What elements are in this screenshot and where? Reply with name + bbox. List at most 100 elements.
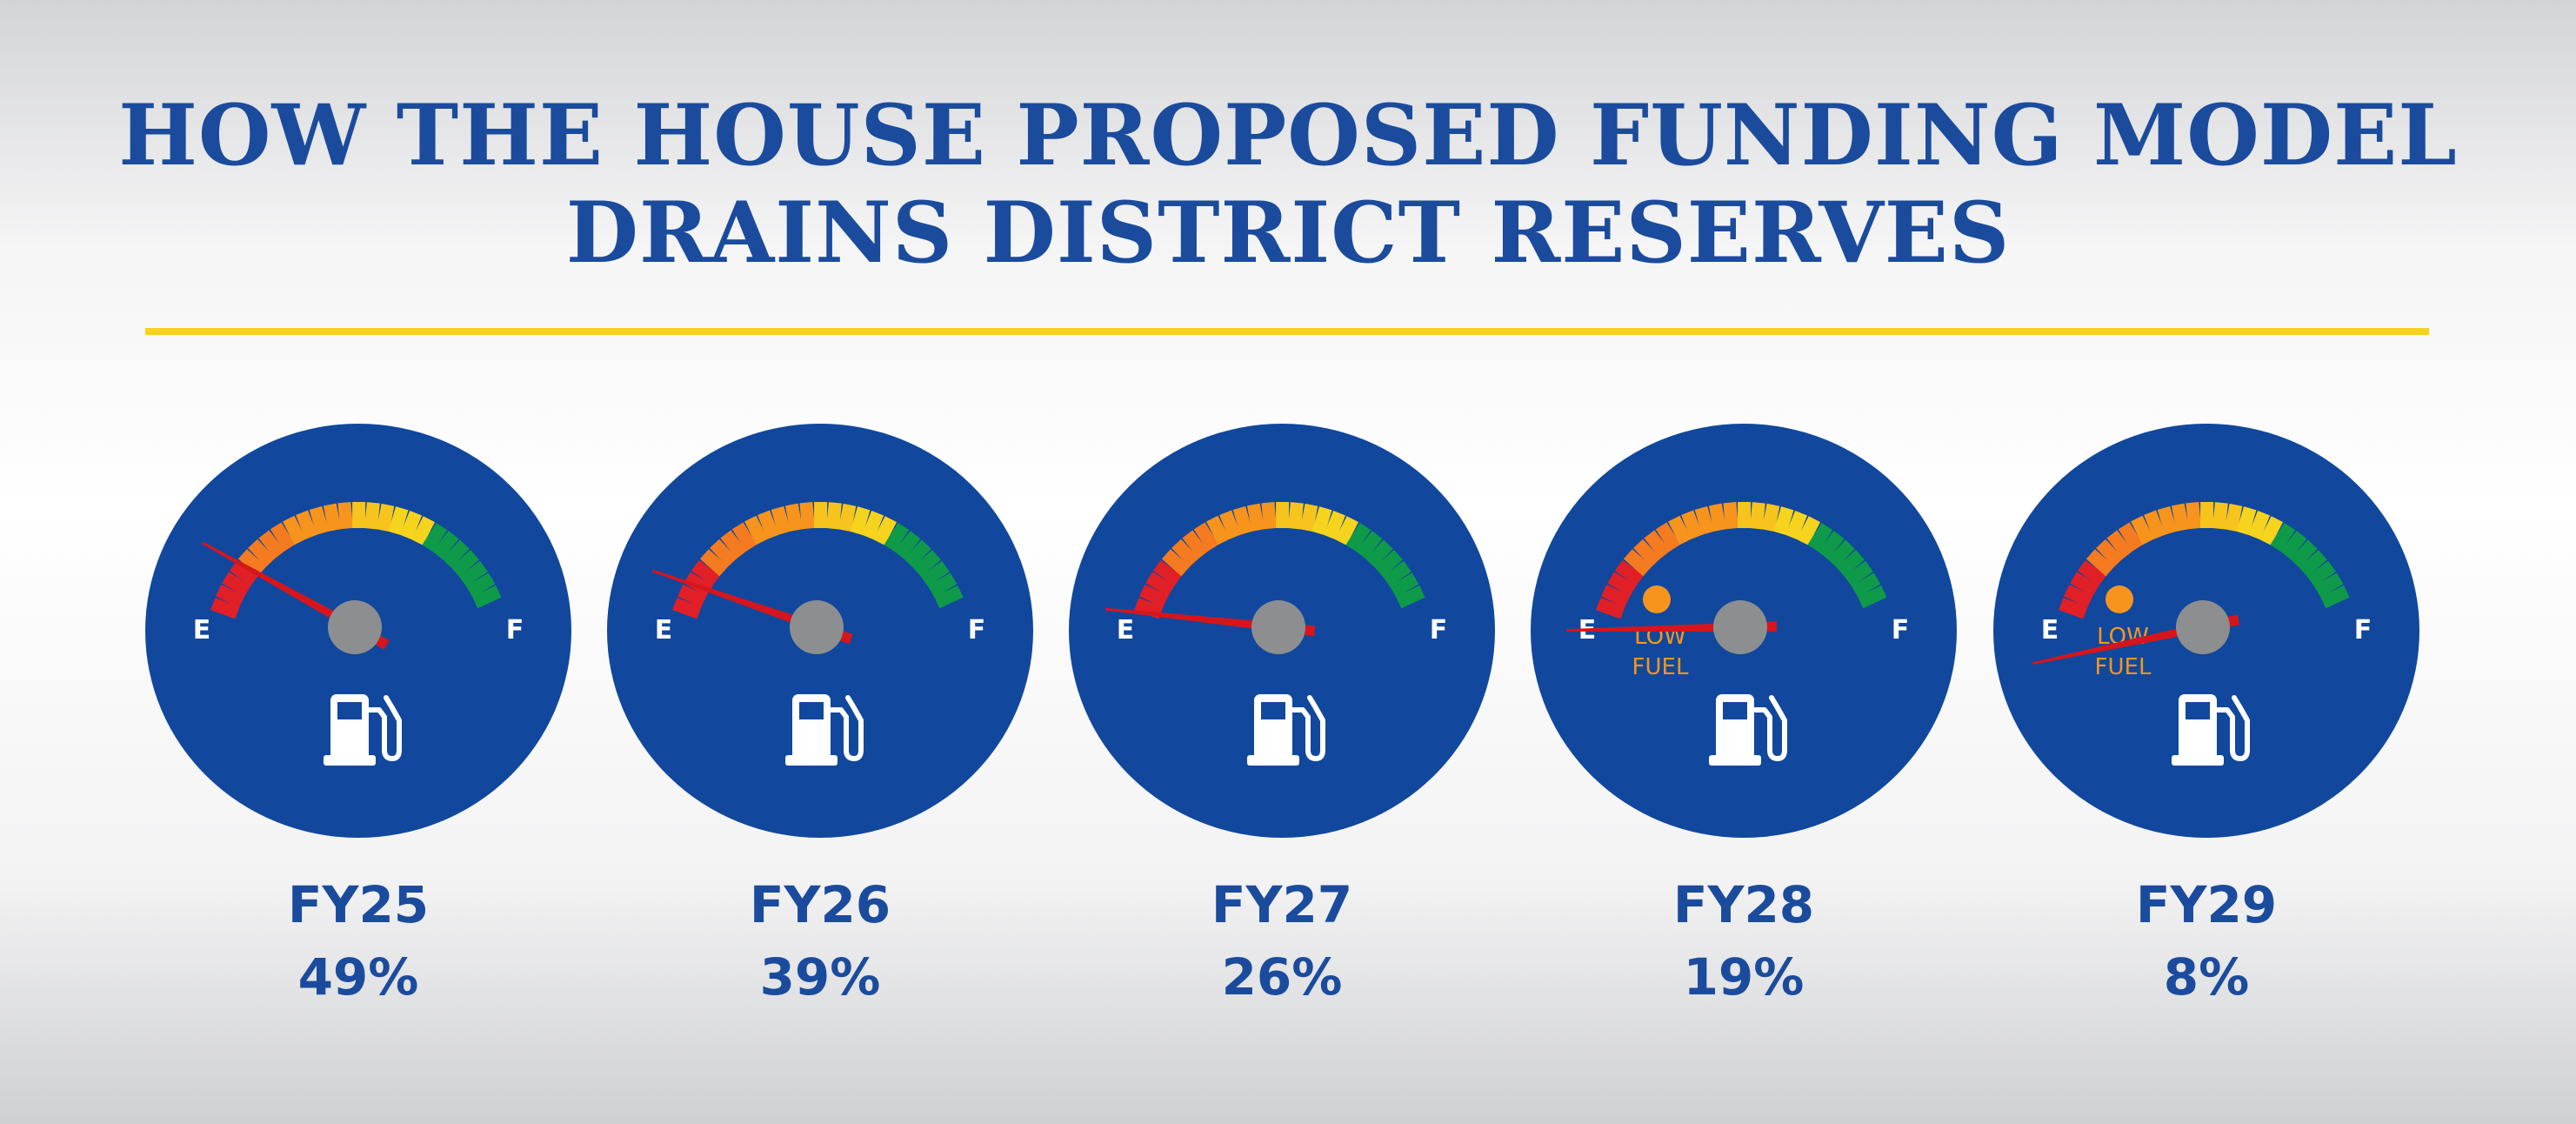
needle-hub <box>328 600 382 654</box>
needle-hub <box>1713 600 1767 654</box>
scale-tick <box>210 598 240 619</box>
scale-tick <box>2144 510 2166 539</box>
scale-tick <box>850 506 871 536</box>
scale-tick <box>927 572 958 598</box>
scale-tick <box>1389 572 1419 598</box>
title-line-2: DRAINS DISTRICT RESERVES <box>565 184 2011 282</box>
scale-tick <box>422 523 448 552</box>
fuel-pump-icon <box>785 694 864 766</box>
scale-tick <box>825 502 842 530</box>
scale-tick <box>2106 530 2133 559</box>
scale-tick <box>1161 549 1191 577</box>
needle-hub <box>2176 600 2230 654</box>
scale-tick <box>672 598 702 619</box>
scale-tick <box>2157 505 2178 535</box>
scale-tick <box>1836 550 1865 578</box>
gauge-category-label: FY28 <box>1672 875 1815 934</box>
scale-tick <box>2131 515 2154 545</box>
scale-tick <box>1345 523 1371 552</box>
scale-tick <box>2313 572 2344 598</box>
scale-tick <box>1365 539 1393 568</box>
scale-tick <box>1668 515 1692 545</box>
scale-tick <box>912 550 941 578</box>
scale-tick <box>1261 502 1278 530</box>
scale-tick <box>1723 502 1739 530</box>
scale-tick <box>1827 539 1855 568</box>
scale-tick <box>1193 522 1219 552</box>
scale-tick <box>744 515 768 545</box>
scale-tick <box>1299 503 1318 532</box>
scale-tick <box>2270 523 2296 552</box>
scale-tick <box>1219 510 1241 539</box>
scale-tick <box>2171 503 2190 532</box>
scale-tick <box>838 503 857 532</box>
scale-tick <box>465 572 496 598</box>
scale-tick <box>376 503 395 532</box>
scale-tick <box>1145 572 1175 597</box>
scale-tick <box>1395 585 1425 609</box>
scale-tick <box>296 510 317 539</box>
scale-tick <box>1785 510 1808 540</box>
title-divider <box>145 328 2429 335</box>
scale-tick <box>2118 522 2144 552</box>
scale-tick <box>731 522 757 552</box>
scale-tick <box>2319 585 2350 609</box>
scale-tick <box>1681 510 1703 539</box>
scale-tick <box>2299 550 2327 578</box>
scale-tick <box>1134 598 1164 619</box>
scale-tick <box>1600 584 1631 608</box>
scale-tick <box>699 549 729 577</box>
scale-tick <box>1356 531 1383 559</box>
scale-tick <box>450 550 479 578</box>
scale-tick <box>799 502 816 530</box>
scale-tick <box>1311 506 1332 536</box>
scale-tick <box>323 503 342 532</box>
scale-tick <box>1655 522 1681 552</box>
full-label: F <box>968 615 986 646</box>
scale-tick <box>471 585 502 609</box>
scale-tick <box>1232 505 1253 535</box>
scale-tick <box>364 502 380 530</box>
empty-label: E <box>655 615 673 646</box>
scale-tick <box>1334 516 1359 545</box>
scale-tick <box>215 584 245 608</box>
scale-tick <box>399 510 423 540</box>
scale-tick <box>2063 584 2093 608</box>
scale-tick <box>2224 503 2243 532</box>
scale-tick <box>1287 502 1304 530</box>
scale-tick <box>1374 550 1403 578</box>
scale-tick <box>1761 503 1780 532</box>
scale-tick <box>757 510 779 539</box>
gauge-value-label: 26% <box>1221 947 1343 1007</box>
scale-tick <box>1796 516 1821 545</box>
scale-tick <box>410 516 436 545</box>
low-fuel-label: FUEL <box>2095 654 2152 680</box>
low-fuel-light-icon <box>2106 585 2133 613</box>
scale-tick <box>933 585 964 609</box>
scale-tick <box>861 510 884 540</box>
scale-tick <box>872 516 898 545</box>
scale-tick <box>904 539 931 568</box>
scale-tick <box>270 522 296 552</box>
scale-tick <box>1596 598 1625 619</box>
scale-tick <box>2290 539 2318 568</box>
scale-tick <box>2236 506 2257 536</box>
scale-tick <box>2280 531 2307 559</box>
scale-tick <box>1633 539 1661 567</box>
scale-tick <box>283 515 306 545</box>
scale-tick <box>1182 530 1209 559</box>
scale-tick <box>1246 503 1265 532</box>
scale-tick <box>309 505 330 535</box>
scale-tick <box>1851 572 1881 598</box>
scale-tick <box>2085 549 2115 577</box>
scale-tick <box>771 505 791 535</box>
scale-tick <box>884 523 910 552</box>
scale-tick <box>1614 559 1644 586</box>
scale-tick <box>442 539 470 568</box>
scale-tick <box>710 539 737 567</box>
scale-tick <box>1623 549 1652 577</box>
empty-label: E <box>193 615 211 646</box>
